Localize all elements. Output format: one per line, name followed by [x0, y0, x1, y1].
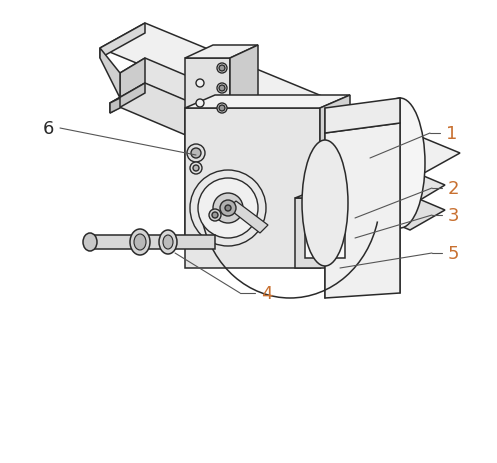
Polygon shape [185, 109, 320, 269]
Circle shape [190, 171, 266, 246]
Circle shape [219, 106, 225, 112]
Polygon shape [120, 59, 145, 99]
Circle shape [217, 104, 227, 114]
Circle shape [213, 194, 243, 224]
Circle shape [217, 84, 227, 94]
Text: 5: 5 [448, 244, 460, 263]
Polygon shape [110, 84, 145, 114]
Text: 3: 3 [448, 206, 460, 225]
Ellipse shape [130, 230, 150, 256]
Circle shape [217, 64, 227, 74]
Polygon shape [295, 186, 388, 199]
Circle shape [225, 206, 231, 212]
Polygon shape [90, 236, 215, 250]
Text: 6: 6 [43, 120, 54, 138]
Circle shape [219, 86, 225, 92]
Polygon shape [295, 199, 355, 269]
Polygon shape [355, 186, 388, 269]
Polygon shape [100, 49, 120, 99]
Ellipse shape [159, 231, 177, 255]
Polygon shape [100, 24, 460, 179]
Polygon shape [325, 124, 400, 298]
Circle shape [191, 149, 201, 159]
Circle shape [190, 163, 202, 175]
Ellipse shape [134, 234, 146, 250]
Circle shape [219, 66, 225, 72]
Polygon shape [185, 59, 230, 244]
Polygon shape [320, 96, 350, 269]
Circle shape [198, 179, 258, 238]
Text: 4: 4 [261, 284, 272, 302]
Circle shape [193, 166, 199, 172]
Circle shape [220, 200, 236, 217]
Text: 2: 2 [448, 180, 460, 198]
Polygon shape [230, 46, 258, 244]
Polygon shape [100, 24, 145, 59]
Circle shape [196, 80, 204, 88]
Circle shape [196, 100, 204, 108]
Ellipse shape [302, 141, 348, 266]
Ellipse shape [163, 236, 173, 250]
Polygon shape [110, 84, 445, 231]
Polygon shape [228, 201, 268, 233]
Polygon shape [305, 208, 345, 258]
Polygon shape [185, 96, 350, 109]
Polygon shape [120, 59, 445, 200]
Ellipse shape [375, 99, 425, 229]
Circle shape [212, 213, 218, 219]
Polygon shape [110, 99, 120, 114]
Circle shape [209, 210, 221, 221]
Polygon shape [325, 99, 400, 134]
Text: 1: 1 [446, 125, 457, 143]
Ellipse shape [83, 233, 97, 251]
Polygon shape [185, 46, 258, 59]
Circle shape [187, 144, 205, 163]
